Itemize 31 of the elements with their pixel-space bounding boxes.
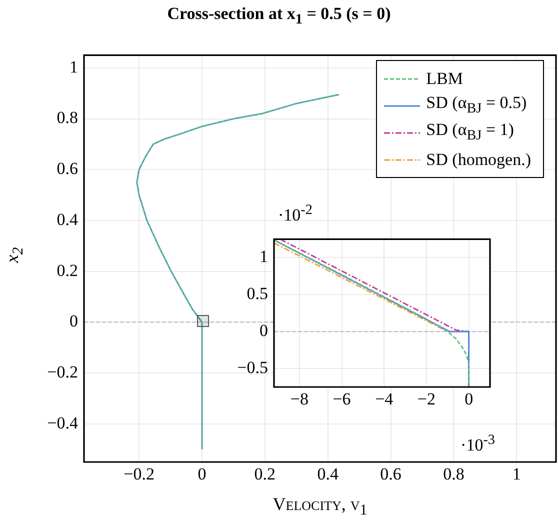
x-tick-label: −2 bbox=[417, 390, 436, 409]
legend-label: SD (α$_{BJ}$ = 1) bbox=[426, 120, 514, 145]
x-tick-label: 1 bbox=[512, 464, 521, 484]
x-tick-label: −4 bbox=[375, 390, 394, 409]
x-tick-label: 0.6 bbox=[380, 464, 402, 484]
y-tick-label: 0.2 bbox=[56, 260, 78, 280]
x-tick-label: 0.4 bbox=[317, 464, 339, 484]
y-tick-label: 0 bbox=[70, 312, 78, 331]
annotation: ·10$^{-2}$ bbox=[278, 202, 312, 226]
y-tick-label: 0 bbox=[260, 321, 268, 340]
y-tick-label: −0.2 bbox=[47, 362, 78, 382]
y-tick-label: −0.4 bbox=[47, 413, 78, 432]
x-tick-label: 0 bbox=[464, 390, 474, 409]
y-tick-label: 0.4 bbox=[56, 210, 78, 229]
x-tick-label: 0.8 bbox=[443, 464, 464, 484]
x-tick-label: 0 bbox=[198, 464, 206, 484]
legend-label: SD (α$_{BJ}$ = 0.5) bbox=[426, 93, 527, 118]
x-tick-label: −6 bbox=[332, 390, 351, 409]
y-tick-label: 1 bbox=[70, 57, 78, 76]
y-tick-label: 0.5 bbox=[246, 284, 268, 304]
legend-label: LBM bbox=[426, 68, 464, 88]
chart-title: Cross-section at x$_{1}$ = 0.5 (s = 0) bbox=[166, 4, 392, 28]
y-tick-label: 0.8 bbox=[56, 108, 78, 128]
y-tick-label: 0.6 bbox=[56, 159, 78, 178]
legend-label: SD (homogen.) bbox=[426, 150, 531, 170]
y-tick-label: −0.5 bbox=[237, 358, 268, 377]
y-tick-label: 1 bbox=[260, 247, 268, 266]
x-tick-label: −8 bbox=[290, 390, 308, 409]
x-tick-label: −0.2 bbox=[124, 464, 154, 484]
x-axis-title: Velocity, v$_{1}$ bbox=[272, 494, 368, 520]
annotation: ·10$^{-3}$ bbox=[460, 432, 495, 456]
